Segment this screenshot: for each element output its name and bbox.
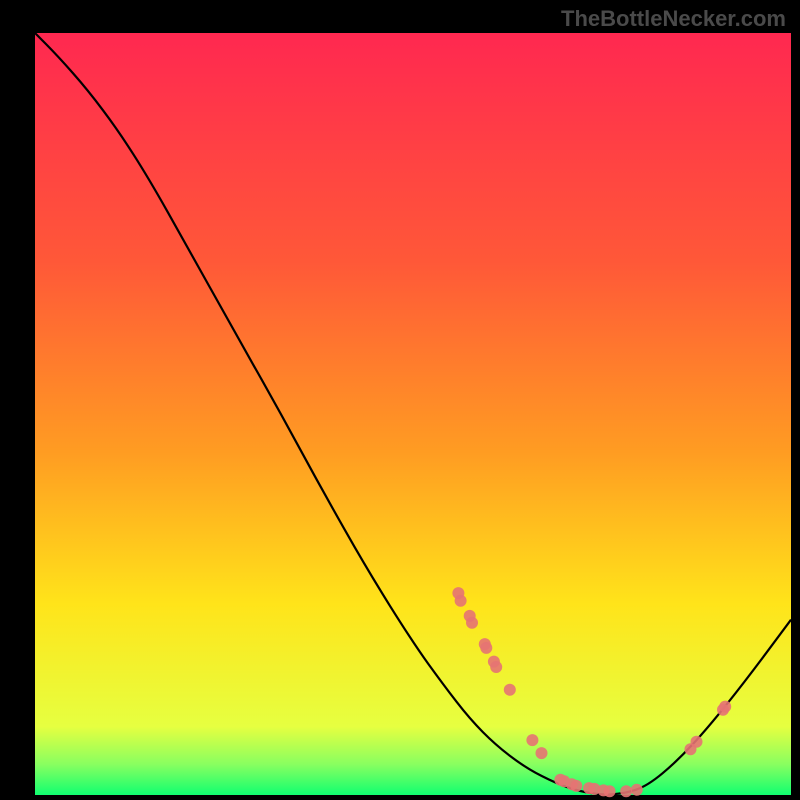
plot-area <box>35 33 791 795</box>
watermark-text: TheBottleNecker.com <box>561 6 786 32</box>
